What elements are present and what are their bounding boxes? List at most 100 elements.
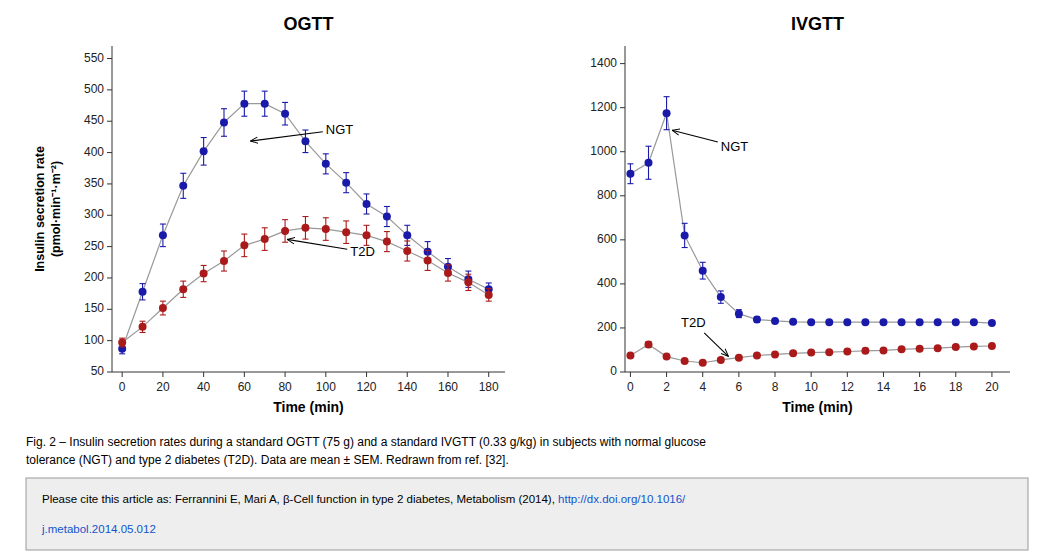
error-bar — [384, 232, 390, 252]
y-tick — [620, 372, 625, 373]
error-bar-cap — [384, 206, 390, 207]
data-point — [861, 318, 869, 326]
x-tick-label: 16 — [913, 380, 927, 394]
error-bar-cap — [160, 301, 166, 302]
error-bar-cap — [262, 116, 268, 117]
y-tick — [107, 372, 112, 373]
series-line — [630, 113, 992, 323]
error-bar — [465, 271, 471, 287]
citation-box: Please cite this article as: Ferrannini … — [26, 478, 1028, 550]
x-axis-label: Time (min) — [782, 399, 853, 415]
error-bar-cap — [384, 226, 390, 227]
error-bar-cap — [180, 297, 186, 298]
data-point — [118, 339, 126, 347]
data-point — [952, 343, 960, 351]
error-bar-cap — [221, 250, 227, 251]
annotation-arrow — [250, 132, 322, 141]
error-bar-cap — [486, 301, 492, 302]
data-point — [825, 348, 833, 356]
data-point — [952, 318, 960, 326]
error-bar-cap — [140, 283, 146, 284]
x-tick — [847, 372, 848, 377]
x-tick-label: 8 — [772, 380, 779, 394]
y-tick-label: 1000 — [590, 144, 617, 158]
background — [0, 0, 1044, 560]
error-bar — [262, 228, 268, 251]
y-tick-label: 250 — [84, 239, 104, 253]
error-bar — [160, 224, 166, 247]
error-bar-cap — [364, 225, 370, 226]
y-tick — [107, 246, 112, 247]
caption: Fig. 2 – Insulin secretion rates during … — [26, 435, 706, 467]
data-point — [879, 318, 887, 326]
data-point — [717, 293, 725, 301]
y-axis-label-line: (pmol·min⁻¹·m⁻²) — [49, 161, 63, 257]
data-point — [626, 351, 634, 359]
x-tick-label: 18 — [949, 380, 963, 394]
y-tick-label: 100 — [84, 333, 104, 347]
error-bar — [282, 102, 288, 125]
error-bar — [180, 281, 186, 297]
data-point — [159, 304, 167, 312]
error-bar — [180, 173, 186, 198]
error-bar — [425, 250, 431, 270]
annotation: NGT — [672, 130, 748, 154]
x-tick-label: 10 — [804, 380, 818, 394]
annotation-text: NGT — [326, 122, 354, 137]
x-tick — [666, 372, 667, 377]
series — [626, 97, 996, 327]
y-tick-label: 50 — [91, 364, 105, 378]
error-bar-cap — [700, 278, 706, 279]
annotation-arrow — [672, 130, 718, 142]
error-bar-cap — [302, 152, 308, 153]
error-bar — [364, 225, 370, 245]
data-point — [403, 247, 411, 255]
x-tick-label: 180 — [479, 380, 499, 394]
error-bar — [119, 338, 125, 347]
data-point — [988, 319, 996, 327]
error-bar — [664, 97, 670, 130]
x-tick-label: 20 — [156, 380, 170, 394]
data-point — [363, 231, 371, 239]
error-bar-cap — [645, 146, 651, 147]
data-point — [444, 269, 452, 277]
error-bar-cap — [262, 227, 268, 228]
data-point — [843, 318, 851, 326]
error-bar-cap — [201, 137, 207, 138]
error-bar — [323, 218, 329, 241]
error-bar-cap — [323, 217, 329, 218]
error-bar-cap — [682, 247, 688, 248]
error-bar — [140, 321, 146, 332]
data-point — [301, 224, 309, 232]
x-tick — [244, 372, 245, 377]
error-bar — [736, 310, 742, 318]
y-axis-label-line: Insulin secretion rate — [33, 146, 47, 272]
data-point — [663, 109, 671, 117]
x-tick — [702, 372, 703, 377]
data-point — [220, 257, 228, 265]
data-point — [424, 256, 432, 264]
x-tick — [811, 372, 812, 377]
x-tick — [366, 372, 367, 377]
data-point — [403, 231, 411, 239]
error-bar-cap — [180, 173, 186, 174]
data-point — [753, 351, 761, 359]
data-point — [789, 349, 797, 357]
error-bar — [160, 301, 166, 315]
error-bar-cap — [282, 219, 288, 220]
x-tick-label: 120 — [357, 380, 377, 394]
data-point — [735, 354, 743, 362]
citation-line: Please cite this article as: Ferrannini … — [42, 493, 686, 505]
error-bar-cap — [404, 260, 410, 261]
error-bar — [364, 194, 370, 214]
x-axis-line — [112, 372, 505, 373]
y-tick-label: 350 — [84, 176, 104, 190]
citation-text: Please cite this article as: Ferrannini … — [42, 493, 558, 505]
x-tick — [738, 372, 739, 377]
error-bar-cap — [160, 223, 166, 224]
error-bar-cap — [486, 288, 492, 289]
y-tick-label: 400 — [597, 276, 617, 290]
error-bar-cap — [262, 250, 268, 251]
x-tick — [285, 372, 286, 377]
error-bar-cap — [404, 225, 410, 226]
